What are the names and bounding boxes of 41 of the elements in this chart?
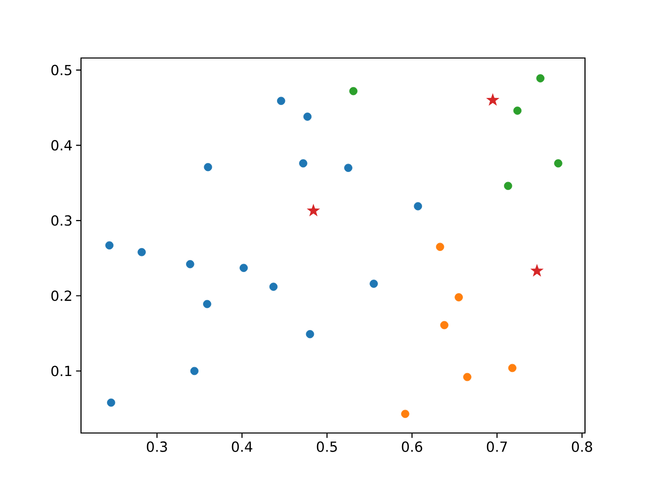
point xyxy=(454,293,463,302)
point xyxy=(486,93,500,106)
point xyxy=(306,330,314,338)
point xyxy=(105,241,114,250)
point xyxy=(299,159,308,168)
x-tick-label: 0.3 xyxy=(146,441,167,452)
point xyxy=(303,112,312,121)
point xyxy=(440,321,448,330)
y-tick-label: 0.4 xyxy=(51,140,72,151)
point xyxy=(204,162,212,172)
y-tick-label: 0.5 xyxy=(51,64,72,76)
x-tick-label: 0.5 xyxy=(316,441,337,452)
point xyxy=(508,364,516,372)
point xyxy=(436,242,444,251)
point xyxy=(536,74,544,82)
point xyxy=(186,260,194,268)
x-tick-label: 0.7 xyxy=(486,441,507,452)
point xyxy=(554,159,562,168)
point xyxy=(530,264,544,277)
point xyxy=(277,96,286,105)
y-tick-label: 0.2 xyxy=(51,290,72,302)
point xyxy=(203,300,212,308)
x-tick-label: 0.6 xyxy=(402,441,422,452)
point xyxy=(414,202,422,210)
point xyxy=(513,106,522,115)
point xyxy=(190,366,198,376)
x-tick-label: 0.8 xyxy=(572,441,592,452)
point xyxy=(106,398,116,407)
y-tick-label: 0.3 xyxy=(51,215,72,226)
point xyxy=(504,182,512,190)
x-tick-label: 0.4 xyxy=(232,441,252,452)
point xyxy=(349,87,358,96)
point xyxy=(269,282,278,291)
point xyxy=(306,204,320,216)
point xyxy=(370,280,378,288)
point xyxy=(344,164,352,172)
point xyxy=(138,248,146,256)
point xyxy=(240,264,248,272)
point xyxy=(401,410,410,418)
y-tick-label: 0.1 xyxy=(51,366,72,376)
point xyxy=(463,372,472,382)
